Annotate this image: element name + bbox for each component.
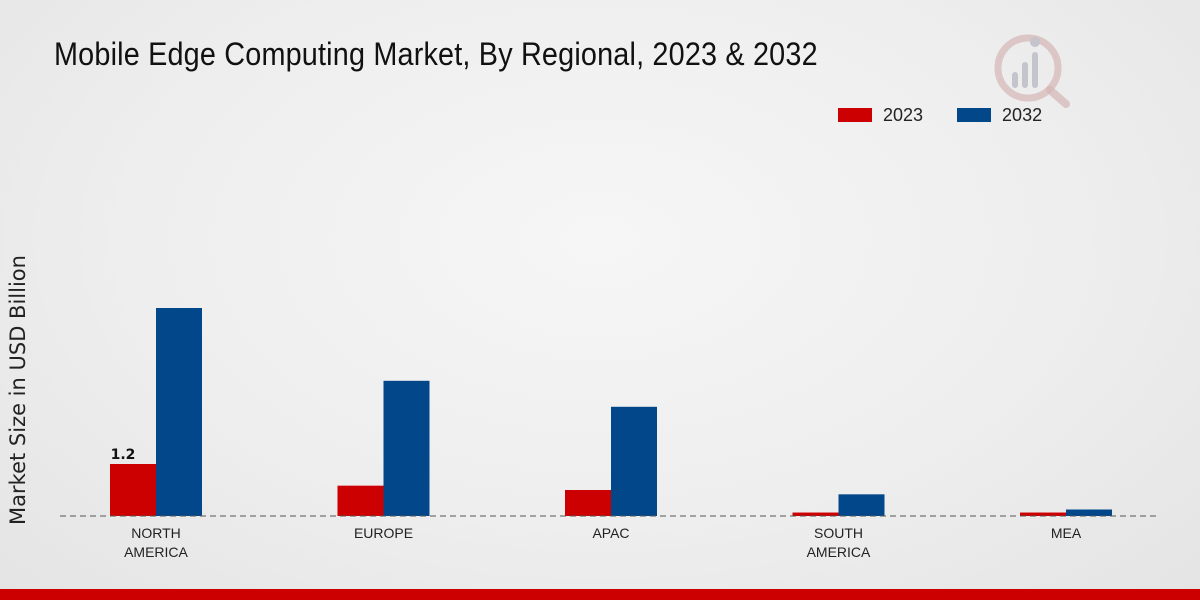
x-tick-label: NORTH	[131, 525, 181, 541]
legend-swatch-2023	[838, 108, 872, 122]
x-tick-label: SOUTH	[814, 525, 863, 541]
bottom-accent-bar	[0, 589, 1200, 600]
bar-2032-apac	[611, 406, 657, 516]
brand-watermark-icon	[990, 28, 1072, 114]
chart-title: Mobile Edge Computing Market, By Regiona…	[54, 36, 818, 72]
legend-label-2023: 2023	[883, 104, 924, 125]
bar-2023-europe	[337, 485, 384, 516]
legend-swatch-2032	[957, 108, 992, 122]
x-tick-label: MEA	[1051, 525, 1082, 541]
bar-2023-apac	[565, 490, 611, 516]
bar-2032-mea	[1066, 509, 1112, 516]
bar-2023-south-america	[792, 512, 839, 516]
x-tick-label: EUROPE	[354, 525, 413, 541]
bar-2032-north-america	[156, 308, 202, 516]
data-label: 1.2	[111, 447, 136, 463]
x-tick-label: APAC	[592, 525, 629, 541]
bar-2023-mea	[1020, 512, 1066, 516]
x-tick-label: AMERICA	[807, 544, 871, 560]
legend-item-2023: 2023	[838, 105, 923, 126]
legend-item-2032: 2032	[957, 105, 1042, 126]
x-tick-label: AMERICA	[124, 544, 188, 560]
bar-2032-south-america	[838, 494, 885, 516]
legend-label-2032: 2032	[1002, 104, 1043, 125]
bar-2032-europe	[383, 380, 430, 516]
chart-legend: 2023 2032	[838, 104, 1076, 126]
bar-2023-north-america	[110, 464, 156, 516]
